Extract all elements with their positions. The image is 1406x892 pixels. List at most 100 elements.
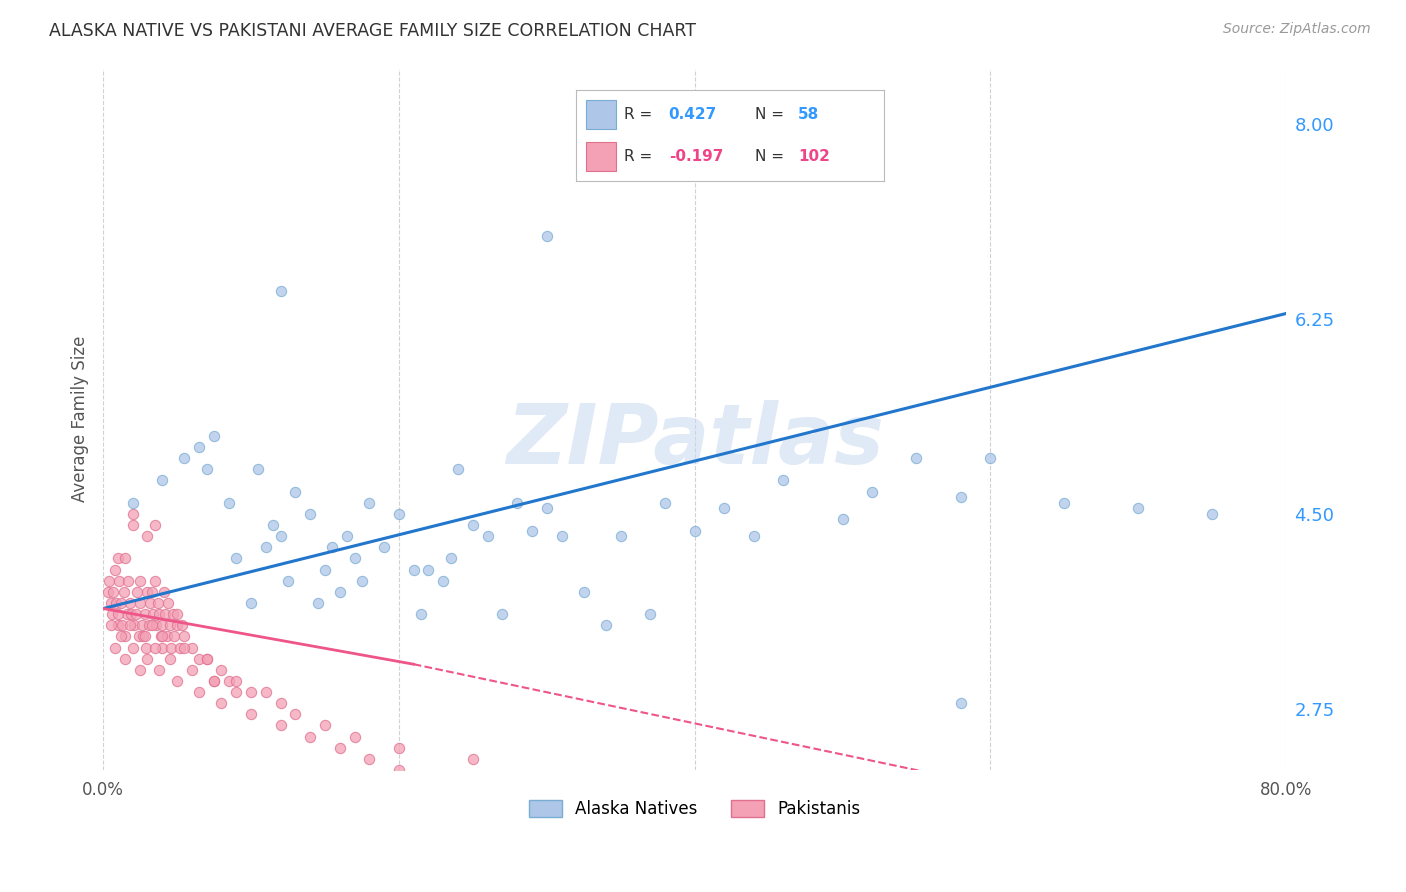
Point (129, 596, 152, 610)
Point (772, 474, 794, 488)
Point (134, 629, 156, 643)
Point (432, 574, 454, 588)
Point (461, 518, 484, 533)
Point (359, 496, 381, 510)
Point (97, 585, 120, 599)
Point (100, 596, 122, 610)
Point (160, 640, 183, 655)
Point (195, 462, 218, 476)
Point (270, 529, 292, 543)
Point (218, 496, 240, 510)
Point (103, 585, 125, 599)
Y-axis label: Average Family Size: Average Family Size (72, 336, 89, 502)
Point (98, 574, 121, 588)
Point (111, 618, 134, 632)
Point (388, 507, 411, 521)
Point (461, 752, 484, 766)
Point (979, 451, 1001, 466)
Point (195, 651, 218, 665)
Point (143, 518, 166, 533)
Point (418, 563, 440, 577)
Point (159, 618, 181, 632)
Point (373, 541, 395, 555)
Point (477, 529, 499, 543)
Point (129, 663, 152, 677)
Point (162, 607, 184, 621)
Point (121, 518, 143, 533)
Point (101, 607, 124, 621)
Point (742, 529, 765, 543)
Point (270, 718, 292, 732)
Point (145, 618, 167, 632)
Point (135, 640, 157, 655)
Point (388, 740, 411, 755)
Point (461, 797, 484, 811)
Point (107, 618, 129, 632)
Point (254, 685, 277, 699)
Text: ALASKA NATIVE VS PAKISTANI AVERAGE FAMILY SIZE CORRELATION CHART: ALASKA NATIVE VS PAKISTANI AVERAGE FAMIL… (49, 22, 696, 40)
Point (136, 651, 159, 665)
Point (202, 673, 225, 688)
Point (314, 718, 336, 732)
Point (110, 596, 132, 610)
Point (121, 507, 143, 521)
Point (218, 673, 240, 688)
Point (329, 740, 352, 755)
Point (108, 574, 131, 588)
Point (277, 574, 299, 588)
Point (240, 596, 263, 610)
Point (146, 596, 169, 610)
Point (157, 596, 180, 610)
Point (143, 574, 166, 588)
Point (299, 730, 322, 744)
Point (640, 607, 662, 621)
Point (139, 596, 162, 610)
Point (247, 462, 270, 476)
Point (163, 629, 186, 643)
Point (831, 512, 853, 526)
Point (104, 640, 127, 655)
Point (418, 785, 440, 799)
Point (118, 618, 141, 632)
Point (124, 607, 146, 621)
Point (270, 284, 292, 298)
Point (105, 596, 128, 610)
Point (149, 629, 172, 643)
Point (299, 507, 322, 521)
Point (409, 607, 432, 621)
Point (536, 228, 558, 243)
Point (270, 696, 292, 710)
Point (180, 663, 202, 677)
Point (169, 640, 191, 655)
Point (202, 429, 225, 443)
Point (136, 585, 159, 599)
Point (402, 563, 425, 577)
Point (104, 563, 127, 577)
Point (195, 651, 218, 665)
Point (188, 651, 211, 665)
Point (321, 541, 343, 555)
Point (225, 673, 247, 688)
Point (118, 596, 141, 610)
Point (117, 574, 139, 588)
Point (202, 673, 225, 688)
Point (572, 585, 595, 599)
Point (155, 607, 177, 621)
Point (350, 574, 373, 588)
Point (129, 574, 152, 588)
Point (491, 607, 513, 621)
Point (166, 673, 188, 688)
Point (128, 629, 150, 643)
Point (284, 707, 307, 722)
Point (148, 663, 170, 677)
Point (115, 607, 138, 621)
Point (388, 763, 411, 777)
Point (343, 551, 366, 566)
Point (127, 585, 149, 599)
Point (240, 685, 263, 699)
Point (329, 585, 352, 599)
Point (148, 607, 170, 621)
Point (225, 551, 247, 566)
Point (1201, 507, 1223, 521)
Point (188, 440, 211, 454)
